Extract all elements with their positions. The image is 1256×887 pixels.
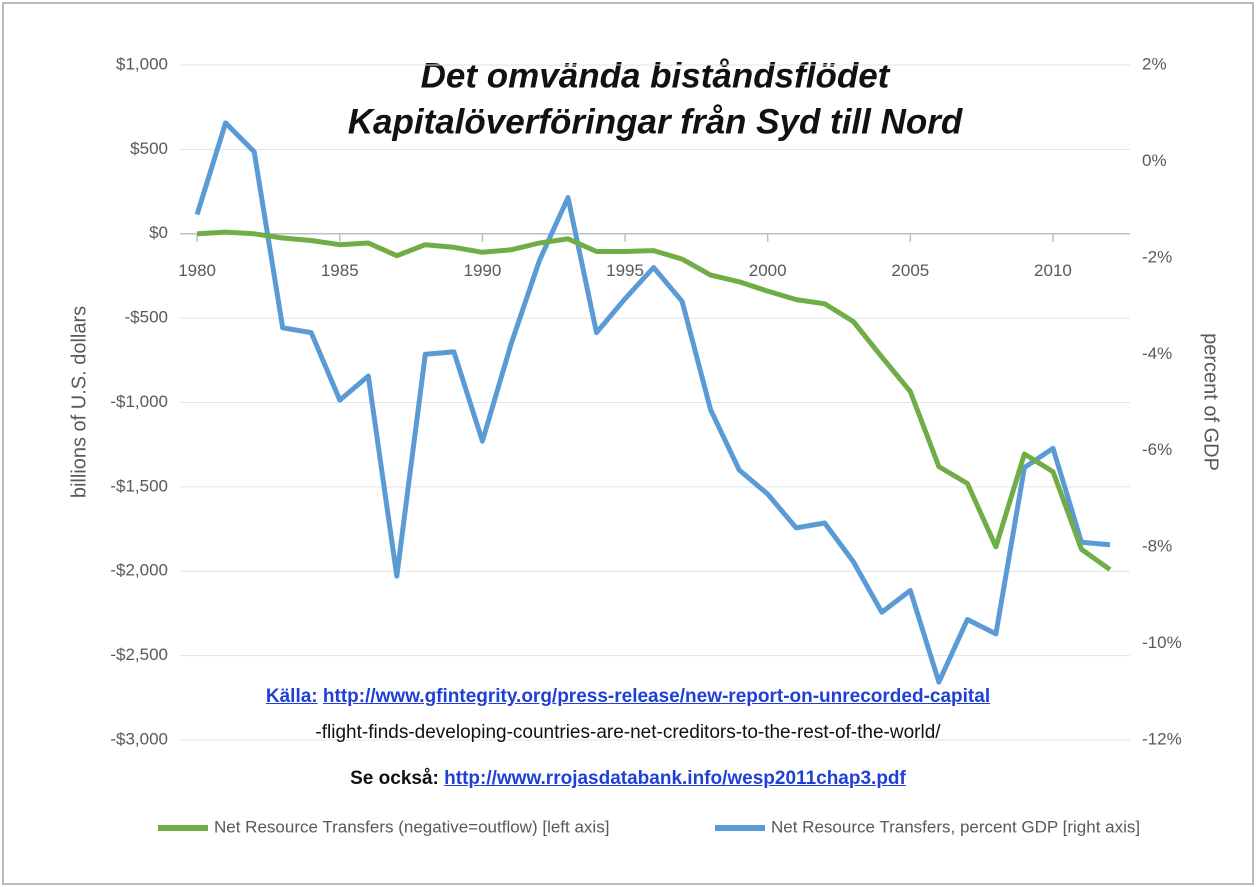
series-line <box>196 229 1112 572</box>
source-continuation: -flight-finds-developing-countries-are-n… <box>315 722 941 743</box>
y-tick-label: -$1,000 <box>110 392 168 411</box>
y-tick-label: -$2,500 <box>110 645 168 664</box>
y-tick-label: $0 <box>149 223 168 242</box>
y2-tick-label: 0% <box>1142 151 1167 170</box>
y2-tick-label: -2% <box>1142 247 1172 266</box>
y-tick-label: -$2,000 <box>110 561 168 580</box>
x-tick-label: 1980 <box>178 261 216 280</box>
y-tick-label: $500 <box>130 139 168 158</box>
chart-title: Det omvända biståndsflödet <box>421 56 891 95</box>
see-also-link[interactable]: http://www.rrojasdatabank.info/wesp2011c… <box>444 768 906 789</box>
legend-label: Net Resource Transfers, percent GDP [rig… <box>771 817 1140 836</box>
y-tick-label: -$3,000 <box>110 729 168 748</box>
x-tick-label: 1995 <box>606 261 644 280</box>
source-label[interactable]: Källa: <box>265 686 318 707</box>
y2-axis-label: percent of GDP <box>1200 333 1222 471</box>
y2-tick-label: -10% <box>1142 633 1182 652</box>
legend-label: Net Resource Transfers (negative=outflow… <box>214 817 609 836</box>
series-line <box>194 120 1111 685</box>
y-tick-label: -$1,500 <box>110 476 168 495</box>
chart-title: Kapitalöverföringar från Syd till Nord <box>348 102 963 141</box>
y2-tick-label: -4% <box>1142 344 1172 363</box>
y2-tick-label: -8% <box>1142 537 1172 556</box>
y2-tick-label: 2% <box>1142 54 1167 73</box>
x-tick-label: 1990 <box>463 261 501 280</box>
source-note: Källa: http://www.gfintegrity.org/press-… <box>0 686 1256 708</box>
y-tick-label: $1,000 <box>116 54 168 73</box>
see-also-label: Se också: <box>350 768 439 789</box>
see-also: Se också: http://www.rrojasdatabank.info… <box>0 768 1256 790</box>
y-tick-label: -$500 <box>125 308 168 327</box>
y2-tick-label: -6% <box>1142 440 1172 459</box>
x-tick-label: 2000 <box>749 261 787 280</box>
source-link[interactable]: http://www.gfintegrity.org/press-release… <box>322 686 991 707</box>
x-tick-label: 2005 <box>891 261 929 280</box>
x-tick-label: 2010 <box>1034 261 1072 280</box>
y-axis-label: billions of U.S. dollars <box>68 306 90 498</box>
x-tick-label: 1985 <box>321 261 359 280</box>
y2-tick-label: -12% <box>1142 729 1182 748</box>
